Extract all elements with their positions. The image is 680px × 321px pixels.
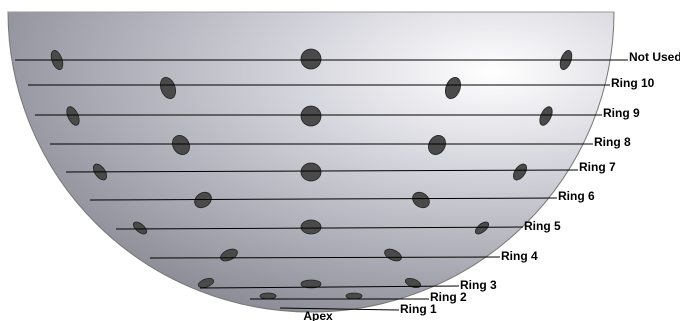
ring-label: Ring 6 [558,189,595,203]
ring-label: Ring 9 [603,106,640,120]
ring-label: Ring 8 [594,135,631,149]
ring-label: Ring 7 [579,160,616,174]
ring-label: Not Used [629,50,680,64]
apex-label: Apex [303,309,333,321]
ring-label: Ring 1 [400,302,437,316]
ring-label: Ring 4 [501,249,538,263]
bowl-diagram: Not Used Ring 10 Ring 9 Ring 8 Ring 7 Ri… [0,0,680,321]
ring-label: Ring 10 [611,76,655,90]
ring-label: Ring 5 [524,219,561,233]
